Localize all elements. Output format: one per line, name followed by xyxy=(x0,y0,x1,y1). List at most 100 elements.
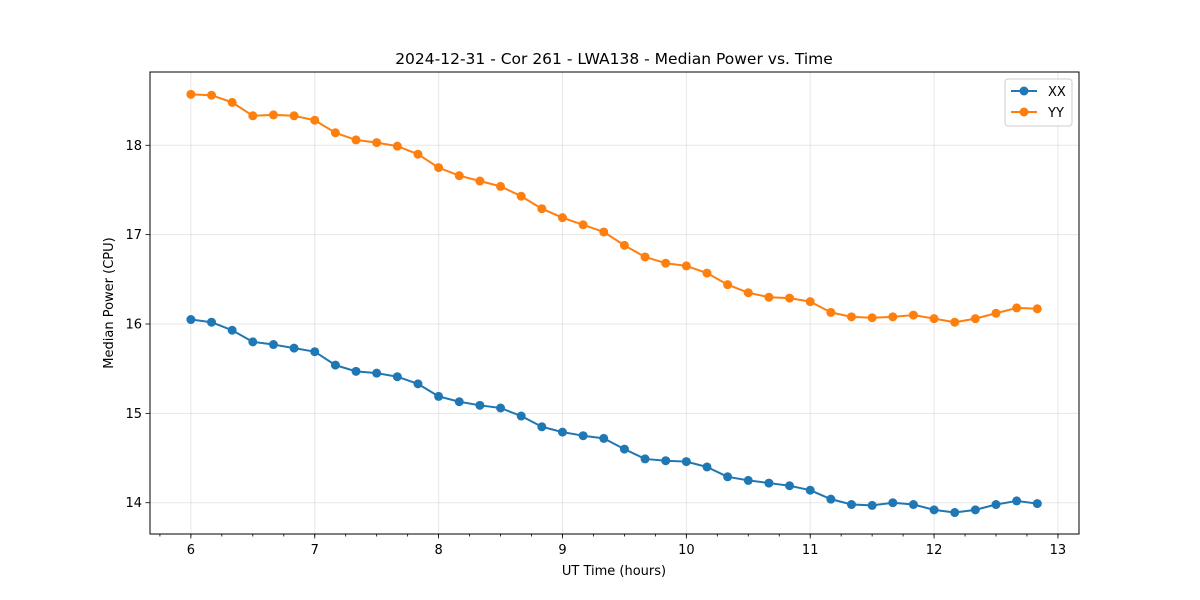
x-tick-label: 6 xyxy=(187,543,195,558)
x-tick-label: 12 xyxy=(926,543,943,558)
data-point-yy xyxy=(702,268,712,278)
data-point-yy xyxy=(578,220,588,230)
data-point-yy xyxy=(475,176,485,186)
data-point-xx xyxy=(413,379,423,389)
data-point-yy xyxy=(268,110,278,120)
data-point-xx xyxy=(599,433,609,443)
data-point-yy xyxy=(1012,303,1022,313)
data-point-yy xyxy=(227,97,237,107)
y-tick-label: 15 xyxy=(125,407,142,422)
data-point-xx xyxy=(640,454,650,464)
data-point-xx xyxy=(619,444,629,454)
data-point-yy xyxy=(413,149,423,159)
data-point-xx xyxy=(392,372,402,382)
data-point-xx xyxy=(785,481,795,491)
data-point-xx xyxy=(578,431,588,441)
x-tick-label: 13 xyxy=(1050,543,1067,558)
data-point-yy xyxy=(661,258,671,268)
data-point-xx xyxy=(1012,496,1022,506)
plot-area xyxy=(150,72,1079,534)
data-point-xx xyxy=(888,498,898,508)
data-point-yy xyxy=(557,213,567,223)
data-point-yy xyxy=(743,288,753,298)
data-point-xx xyxy=(207,317,217,327)
data-point-yy xyxy=(186,89,196,99)
data-point-yy xyxy=(950,317,960,327)
data-point-xx xyxy=(908,500,918,510)
data-point-xx xyxy=(929,505,939,515)
chart-title: 2024-12-31 - Cor 261 - LWA138 - Median P… xyxy=(395,50,833,68)
data-point-xx xyxy=(537,422,547,432)
data-point-yy xyxy=(392,141,402,151)
series-layer xyxy=(186,89,1042,518)
x-axis-label: UT Time (hours) xyxy=(562,564,666,579)
data-point-yy xyxy=(929,314,939,324)
data-point-xx xyxy=(372,368,382,378)
legend-label-xx: XX xyxy=(1048,85,1066,100)
data-point-yy xyxy=(289,111,299,121)
data-point-yy xyxy=(248,111,258,121)
data-point-xx xyxy=(991,500,1001,510)
ticks: 6 7 8 9 10 11 12 13 14 15 16 17 18 xyxy=(125,139,1066,558)
data-point-xx xyxy=(702,462,712,472)
data-point-xx xyxy=(289,343,299,353)
data-point-xx xyxy=(454,397,464,407)
data-point-yy xyxy=(785,293,795,303)
data-point-yy xyxy=(867,313,877,323)
y-tick-label: 18 xyxy=(125,139,142,154)
data-point-xx xyxy=(723,472,733,482)
data-point-xx xyxy=(227,325,237,335)
data-point-xx xyxy=(661,456,671,466)
data-point-yy xyxy=(330,128,340,138)
data-point-xx xyxy=(743,475,753,485)
data-point-yy xyxy=(496,181,506,191)
x-tick-label: 11 xyxy=(802,543,819,558)
data-point-yy xyxy=(826,307,836,317)
data-point-yy xyxy=(454,171,464,181)
data-point-yy xyxy=(599,227,609,237)
data-point-xx xyxy=(351,366,361,376)
y-axis-label: Median Power (CPU) xyxy=(102,237,117,368)
data-point-xx xyxy=(268,340,278,350)
legend-marker-xx xyxy=(1019,86,1029,96)
data-point-yy xyxy=(434,163,444,173)
data-point-yy xyxy=(310,115,320,125)
data-point-yy xyxy=(888,312,898,322)
data-point-yy xyxy=(970,314,980,324)
y-tick-label: 16 xyxy=(125,318,142,333)
data-point-yy xyxy=(846,312,856,322)
data-point-yy xyxy=(908,310,918,320)
x-tick-label: 8 xyxy=(434,543,442,558)
x-tick-label: 7 xyxy=(311,543,319,558)
legend-marker-yy xyxy=(1019,107,1029,117)
data-point-yy xyxy=(372,138,382,148)
data-point-yy xyxy=(640,252,650,262)
data-point-yy xyxy=(537,204,547,214)
data-point-xx xyxy=(970,505,980,515)
data-point-yy xyxy=(764,292,774,302)
x-tick-label: 10 xyxy=(678,543,695,558)
x-tick-label: 9 xyxy=(558,543,566,558)
y-tick-label: 17 xyxy=(125,228,142,243)
data-point-yy xyxy=(207,90,217,100)
data-point-yy xyxy=(805,297,815,307)
data-point-xx xyxy=(496,403,506,413)
data-point-xx xyxy=(186,315,196,325)
legend: XX YY xyxy=(1004,78,1073,127)
legend-label-yy: YY xyxy=(1047,106,1064,121)
data-point-xx xyxy=(475,400,485,410)
data-point-xx xyxy=(764,478,774,488)
data-point-xx xyxy=(1032,499,1042,509)
data-point-yy xyxy=(619,240,629,250)
data-point-xx xyxy=(330,360,340,370)
data-point-yy xyxy=(351,135,361,145)
data-point-yy xyxy=(1032,304,1042,314)
data-point-xx xyxy=(516,411,526,421)
data-point-xx xyxy=(826,494,836,504)
data-point-xx xyxy=(310,347,320,357)
grid xyxy=(150,72,1079,534)
data-point-yy xyxy=(991,308,1001,318)
data-point-yy xyxy=(723,280,733,290)
data-point-yy xyxy=(516,191,526,201)
